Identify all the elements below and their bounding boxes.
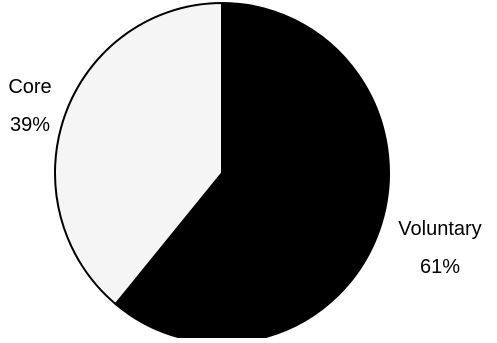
slice-label-voluntary: Voluntary [398,218,481,240]
pie-slices [53,1,390,343]
pie-labels: Voluntary 61% Core 39% [8,76,481,278]
slice-value-label-voluntary: 61% [420,256,460,278]
slice-label-core: Core [8,76,51,98]
pie-slice-core [53,1,223,306]
slice-value-label-core: 39% [10,114,50,136]
